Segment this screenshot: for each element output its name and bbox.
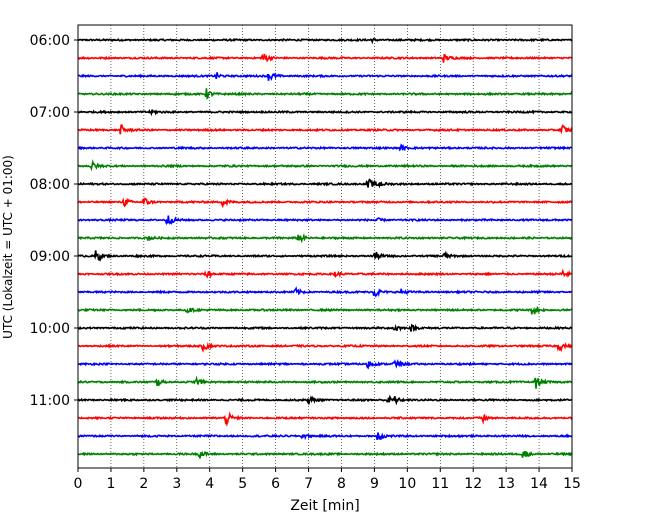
trace-11:15 bbox=[77, 411, 573, 427]
x-tick-label: 12 bbox=[464, 476, 482, 492]
trace-09:00 bbox=[77, 250, 573, 262]
x-tick-label: 7 bbox=[304, 476, 313, 492]
y-tick-label: 11:00 bbox=[30, 393, 70, 409]
trace-11:30 bbox=[77, 432, 573, 441]
y-tick-label: 06:00 bbox=[30, 33, 70, 49]
trace-09:30 bbox=[77, 286, 573, 298]
y-tick-label: 08:00 bbox=[30, 177, 70, 193]
trace-07:00 bbox=[77, 109, 573, 117]
trace-10:45 bbox=[77, 375, 573, 389]
y-tick-label: 09:00 bbox=[30, 249, 70, 265]
y-axis: 06:00 07:00 08:00 09:00 10:00 11:00 bbox=[30, 33, 78, 409]
x-axis-label: Zeit [min] bbox=[290, 498, 359, 514]
x-tick-label: 14 bbox=[530, 476, 548, 492]
trace-06:15 bbox=[77, 53, 573, 63]
x-axis: 0 1 2 3 4 5 6 7 8 9 10 11 12 13 14 15 bbox=[74, 468, 581, 492]
trace-06:45 bbox=[77, 88, 573, 100]
x-tick-label: 10 bbox=[398, 476, 416, 492]
x-tick-label: 8 bbox=[337, 476, 346, 492]
x-tick-label: 3 bbox=[172, 476, 181, 492]
plot-area bbox=[78, 25, 572, 468]
plot-frame bbox=[77, 24, 573, 469]
trace-10:00 bbox=[77, 323, 573, 332]
trace-08:30 bbox=[77, 215, 573, 226]
x-tick-label: 0 bbox=[74, 476, 83, 492]
y-axis-label: UTC (Lokalzeit = UTC + 01:00) bbox=[1, 155, 15, 339]
grid bbox=[110, 25, 540, 468]
trace-08:00 bbox=[77, 178, 573, 189]
trace-09:45 bbox=[78, 305, 573, 315]
x-tick-label: 6 bbox=[271, 476, 280, 492]
trace-08:45 bbox=[77, 232, 573, 244]
x-tick-label: 2 bbox=[139, 476, 148, 492]
trace-08:15 bbox=[77, 197, 573, 209]
y-tick-label: 07:00 bbox=[30, 105, 70, 121]
trace-07:15 bbox=[77, 123, 573, 135]
trace-11:45 bbox=[77, 450, 573, 459]
traces bbox=[77, 37, 573, 459]
trace-09:15 bbox=[77, 268, 573, 279]
trace-06:30 bbox=[77, 72, 573, 81]
x-tick-label: 9 bbox=[370, 476, 379, 492]
x-tick-label: 1 bbox=[106, 476, 115, 492]
y-tick-label: 10:00 bbox=[30, 321, 70, 337]
trace-06:00 bbox=[77, 37, 573, 45]
trace-10:15 bbox=[77, 341, 573, 353]
x-tick-label: 4 bbox=[205, 476, 214, 492]
x-tick-label: 13 bbox=[497, 476, 515, 492]
trace-11:00 bbox=[77, 394, 573, 406]
trace-10:30 bbox=[77, 358, 573, 370]
x-tick-label: 11 bbox=[431, 476, 449, 492]
trace-07:30 bbox=[77, 143, 573, 152]
x-tick-label: 5 bbox=[238, 476, 247, 492]
trace-07:45 bbox=[77, 159, 573, 172]
x-tick-label: 15 bbox=[563, 476, 581, 492]
